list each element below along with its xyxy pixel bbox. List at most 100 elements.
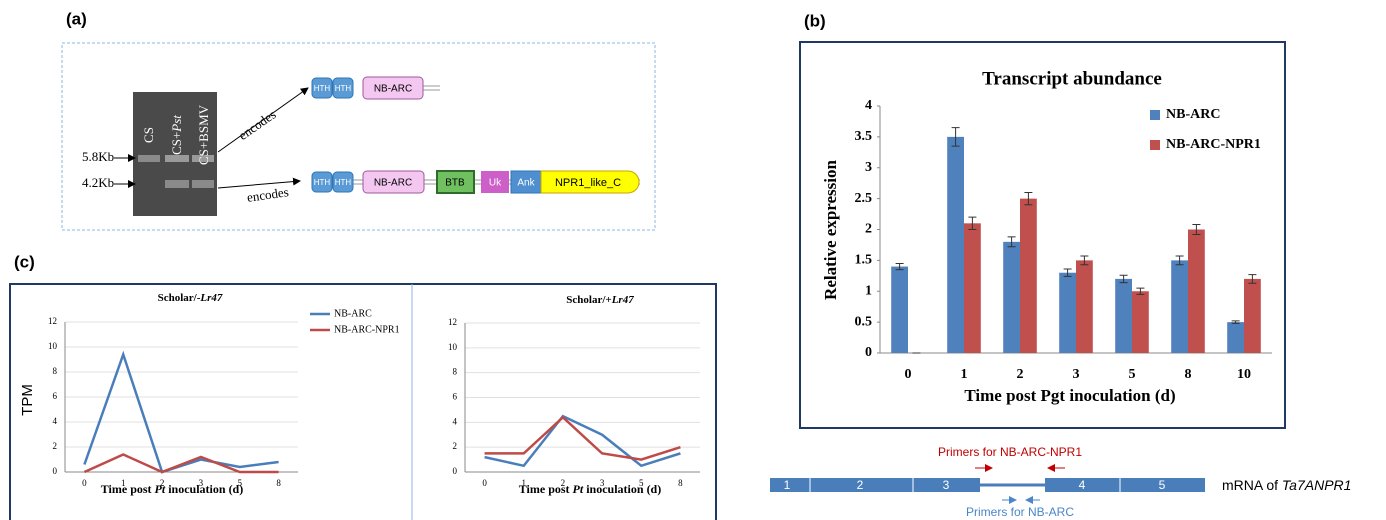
- domain-label: HTH: [335, 178, 352, 187]
- domain-label: Ank: [517, 178, 535, 189]
- lane-label: CS+BSMV: [196, 104, 211, 165]
- mrna-label: mRNA of Ta7ANPR1: [1222, 477, 1351, 493]
- bar: [1115, 279, 1132, 353]
- y-tick-label: 8: [53, 366, 58, 376]
- legend-label: NB-ARC-NPR1: [1166, 137, 1261, 152]
- size-marker: 5.8Kb: [82, 149, 114, 164]
- lane-text: CS+BSMV: [196, 104, 211, 165]
- primer-label: Primers for NB-ARC-NPR1: [938, 445, 1082, 459]
- legend-label: NB-ARC: [334, 308, 372, 319]
- y-tick-label: 12: [448, 317, 457, 327]
- bar: [1171, 260, 1188, 353]
- y-axis-label: Relative expression: [821, 159, 840, 299]
- x-axis-label: Time post Pt inoculation (d): [519, 482, 661, 496]
- y-tick-label: 1: [865, 283, 872, 298]
- y-tick-label: 3.5: [855, 129, 873, 144]
- figure: (a) (b) (c) CS CS+Pst CS+BSMV 5.8Kb 4.2K…: [0, 0, 1386, 520]
- y-tick-label: 10: [448, 342, 458, 352]
- encodes-label: encodes: [236, 107, 279, 143]
- y-tick-label: 0: [53, 466, 58, 476]
- lane-text: Pst: [169, 115, 184, 133]
- y-tick-label: 3: [865, 160, 872, 175]
- x-tick-label: 8: [1185, 367, 1192, 382]
- y-tick-label: 2: [453, 441, 458, 451]
- lane-text: CS: [141, 127, 156, 143]
- legend-label: NB-ARC-NPR1: [334, 324, 400, 335]
- domain-label: HTH: [314, 178, 331, 187]
- bar: [891, 267, 908, 353]
- chart-title-part: Scholar/+: [566, 294, 611, 306]
- gel-band: [138, 155, 160, 162]
- primer-diagram: 1 2 3 4 5 mRNA of Ta7ANPR1 Primers for N…: [770, 445, 1351, 519]
- series-line: [84, 455, 278, 473]
- gel-band: [165, 180, 189, 188]
- domain-label: BTB: [445, 178, 465, 189]
- y-tick-label: 2: [865, 222, 872, 237]
- exon-label: 2: [857, 478, 864, 492]
- domain-label: NB-ARC: [374, 178, 412, 189]
- mrna-text: Ta7ANPR1: [1282, 477, 1352, 493]
- y-tick-label: 8: [453, 367, 458, 377]
- exon-label: 5: [1159, 478, 1166, 492]
- chart-title: Transcript abundance: [982, 68, 1162, 89]
- y-tick-label: 0: [453, 466, 458, 476]
- panel-label: (a): [66, 9, 87, 28]
- y-tick-label: 6: [453, 392, 458, 402]
- bar: [1076, 260, 1093, 353]
- legend-swatch: [1150, 140, 1160, 150]
- x-axis-label-part: Time post: [519, 482, 573, 496]
- exon-block: [1045, 478, 1205, 492]
- y-tick-label: 6: [53, 391, 58, 401]
- chart-title-part: Lr47: [611, 294, 635, 306]
- y-tick-label: 4: [865, 98, 872, 113]
- x-axis-label: Time post Pt inoculation (d): [101, 482, 243, 496]
- exon-label: 4: [1079, 478, 1086, 492]
- domain-label: HTH: [314, 84, 331, 93]
- bar: [1188, 230, 1205, 354]
- x-tick-label: 1: [961, 367, 968, 382]
- y-tick-label: 4: [453, 416, 458, 426]
- chart-title: Scholar/-Lr47: [158, 292, 223, 304]
- domain-label: NB-ARC: [374, 84, 412, 95]
- x-tick-label: 0: [905, 367, 912, 382]
- panel-label: (c): [14, 252, 35, 271]
- legend-label: NB-ARC: [1166, 107, 1220, 122]
- bar: [1059, 273, 1076, 353]
- domain-label: NPR1_like_C: [555, 177, 621, 189]
- x-tick-label: 10: [1237, 367, 1251, 382]
- y-tick-label: 1.5: [855, 253, 873, 268]
- bar: [964, 223, 981, 353]
- y-tick-label: 2: [53, 441, 58, 451]
- lane-text: CS+: [169, 132, 184, 155]
- x-axis-label-part: Time post: [101, 482, 155, 496]
- x-axis-label-part: Pt: [155, 482, 166, 496]
- series-line: [485, 416, 681, 466]
- bar: [1227, 322, 1244, 353]
- chart-title: Scholar/+Lr47: [566, 294, 634, 306]
- x-tick-label: 8: [678, 478, 683, 488]
- legend-swatch: [1150, 110, 1160, 120]
- mrna-text: mRNA of: [1222, 477, 1282, 493]
- y-axis-label: TPM: [19, 384, 36, 416]
- y-tick-label: 2.5: [855, 191, 873, 206]
- y-tick-label: 0.5: [855, 314, 873, 329]
- x-tick-label: 3: [1073, 367, 1080, 382]
- y-tick-label: 12: [48, 316, 57, 326]
- domain-label: Uk: [489, 178, 502, 189]
- bar: [1244, 279, 1261, 353]
- exon-label: 1: [784, 478, 791, 492]
- exon-label: 3: [943, 478, 950, 492]
- lane-label: CS+Pst: [169, 115, 184, 155]
- x-axis-label-part: inoculation (d): [165, 482, 243, 496]
- x-tick-label: 5: [1129, 367, 1136, 382]
- size-marker: 4.2Kb: [82, 175, 114, 190]
- x-axis-label-part: inoculation (d): [583, 482, 661, 496]
- domain-label: HTH: [335, 84, 352, 93]
- x-axis-label: Time post Pgt inoculation (d): [964, 386, 1175, 405]
- page: {"panel_labels":["(a)","(b)","(c)"], "ge…: [0, 0, 1386, 520]
- bar: [1132, 291, 1149, 353]
- panel-b-frame: [800, 42, 1285, 428]
- x-axis-label-part: Pt: [573, 482, 584, 496]
- gel-band: [192, 180, 214, 188]
- y-tick-label: 10: [48, 341, 58, 351]
